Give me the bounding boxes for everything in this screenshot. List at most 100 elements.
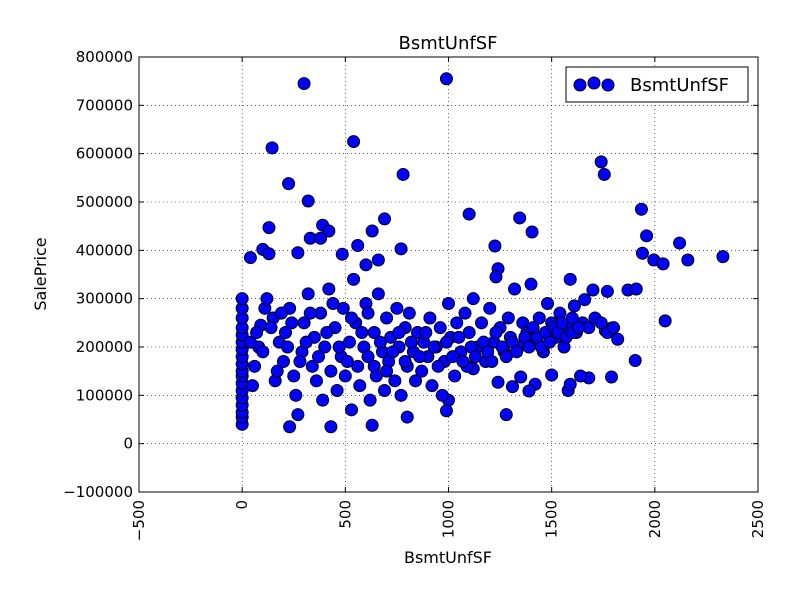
y-ticks: −100000 0 100000 200000 300000 400000 500000 60…: [63, 48, 758, 501]
data-point: [380, 311, 394, 325]
data-point: [658, 314, 672, 328]
data-point: [594, 155, 608, 169]
data-point: [489, 326, 503, 339]
data-point: [314, 231, 328, 245]
y-tick-label: 800000: [76, 48, 133, 66]
data-point: [371, 287, 385, 301]
data-point: [431, 359, 445, 373]
data-point: [335, 247, 349, 261]
data-point: [309, 374, 323, 388]
legend-marker: [573, 78, 587, 92]
data-point: [439, 72, 453, 86]
y-tick-label: 300000: [76, 290, 133, 308]
y-axis-label: SalePrice: [31, 237, 50, 310]
data-point: [287, 369, 301, 383]
data-point: [394, 242, 408, 256]
data-point: [373, 335, 387, 349]
data-point: [363, 393, 377, 407]
data-point: [524, 277, 538, 291]
data-point: [456, 355, 470, 368]
data-point: [330, 384, 344, 397]
plot-frame: [138, 56, 759, 493]
data-point: [390, 301, 404, 315]
data-point: [408, 374, 422, 388]
data-point: [297, 77, 311, 91]
data-point: [345, 403, 359, 417]
data-point: [388, 374, 402, 388]
data-point: [274, 306, 288, 320]
legend: BsmtUnfSF: [565, 66, 749, 103]
data-point: [522, 340, 536, 354]
data-point: [361, 306, 375, 320]
y-tick-label: 200000: [76, 338, 133, 356]
data-point: [281, 340, 295, 354]
data-point: [324, 364, 338, 378]
data-point: [265, 141, 279, 155]
data-point: [278, 326, 292, 339]
data-point: [301, 194, 315, 208]
data-point: [282, 177, 296, 191]
data-point: [260, 292, 274, 306]
x-ticks: −500 0 500 1000 1500 2000 2500: [130, 57, 767, 541]
data-point: [293, 355, 307, 368]
data-point: [586, 283, 600, 297]
data-point: [532, 311, 546, 325]
y-tick-label: 500000: [76, 193, 133, 211]
data-point: [458, 306, 472, 320]
data-point: [324, 420, 338, 434]
data-point: [505, 380, 519, 394]
data-point: [605, 370, 619, 384]
data-point: [448, 369, 462, 383]
y-tick-label: 100000: [76, 386, 133, 404]
data-point: [264, 321, 278, 335]
data-point: [427, 340, 441, 354]
data-point: [404, 335, 418, 349]
data-point: [250, 326, 264, 339]
data-point: [276, 355, 290, 368]
data-point: [499, 408, 513, 422]
legend-label: BsmtUnfSF: [630, 75, 729, 96]
data-point: [543, 335, 557, 349]
data-point: [600, 284, 614, 298]
data-point: [545, 368, 559, 382]
data-point: [243, 251, 257, 265]
data-point: [578, 293, 592, 307]
data-point: [365, 418, 379, 432]
data-point: [442, 297, 455, 310]
data-point: [489, 270, 503, 284]
data-point: [522, 384, 536, 398]
data-point: [359, 258, 373, 272]
data-point: [245, 379, 259, 393]
data-point: [629, 282, 643, 296]
data-point: [386, 345, 400, 359]
data-point: [491, 375, 505, 389]
chart-title: BsmtUnfSF: [398, 33, 497, 54]
data-point: [285, 316, 299, 330]
data-point: [483, 301, 497, 315]
data-point: [673, 236, 687, 250]
data-point: [640, 229, 654, 243]
data-point: [439, 335, 453, 349]
data-point: [594, 316, 608, 330]
data-point: [291, 246, 305, 260]
data-point: [316, 393, 330, 407]
data-point: [475, 316, 489, 330]
data-point: [322, 282, 336, 296]
data-point: [378, 212, 392, 226]
data-point: [634, 202, 648, 216]
data-point: [320, 326, 334, 339]
legend-marker: [587, 76, 601, 90]
x-axis-label: BsmtUnfSF: [404, 548, 492, 567]
data-point: [235, 292, 249, 306]
data-point: [402, 306, 416, 320]
data-point: [326, 297, 340, 310]
data-point: [243, 335, 257, 349]
data-point: [513, 211, 527, 225]
data-point: [396, 167, 410, 181]
data-point: [555, 316, 569, 330]
data-point: [355, 326, 369, 339]
data-point: [485, 355, 499, 368]
data-point: [468, 350, 482, 364]
